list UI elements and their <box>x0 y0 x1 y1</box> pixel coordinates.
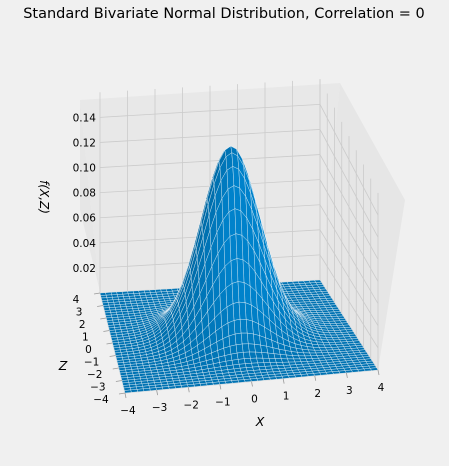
right-pane <box>320 83 405 370</box>
left-pane <box>80 100 125 393</box>
surface-patch <box>231 359 240 366</box>
z-tick-mark <box>97 305 104 307</box>
z-tick-label: −4 <box>93 394 109 406</box>
x-tick-mark <box>314 375 317 381</box>
f-tick-label: 0.10 <box>73 163 96 175</box>
x-tick-label: −1 <box>215 396 230 408</box>
z-tick-mark <box>112 367 119 370</box>
z-tick-mark <box>106 342 113 345</box>
surface-patch <box>369 367 379 371</box>
surface-patch <box>205 382 214 386</box>
x-tick-mark <box>124 392 127 399</box>
surface-patch <box>174 385 183 389</box>
z-tick-mark <box>93 292 101 295</box>
x-tick-mark <box>282 378 285 384</box>
z-tick-label: 1 <box>82 332 89 344</box>
x-tick-label: −2 <box>184 399 199 411</box>
x-tick-mark <box>187 387 190 393</box>
z-tick-label: −3 <box>90 382 105 394</box>
surface-patch <box>224 353 233 362</box>
surface-patch <box>199 382 208 387</box>
surface-patch <box>180 384 189 389</box>
surface-patch <box>229 344 238 355</box>
x-tick-label: 1 <box>283 391 290 403</box>
surface-patch <box>237 379 246 383</box>
surface-patch <box>242 351 251 359</box>
z-tick-label: −2 <box>87 369 102 381</box>
surface-patch <box>228 333 237 347</box>
x-tick-label: 3 <box>346 385 353 397</box>
x-tick-mark <box>251 381 253 387</box>
surface-patch <box>227 320 236 337</box>
z-tick-label: 0 <box>85 344 92 356</box>
surface-patch <box>223 346 232 356</box>
x-tick-mark <box>219 384 222 390</box>
surface-patch <box>231 379 240 384</box>
surface-patch <box>155 386 164 391</box>
x-axis-label: X <box>255 414 265 429</box>
surface-patch <box>143 387 151 392</box>
surface-patch <box>226 303 235 324</box>
surface-patch <box>235 343 244 354</box>
x-tick-label: −4 <box>120 405 136 417</box>
z-tick-mark <box>115 380 122 382</box>
surface-patch <box>256 377 265 382</box>
surface-patch <box>187 383 195 388</box>
surface-patch <box>212 381 221 386</box>
x-tick-label: −3 <box>152 402 167 414</box>
f-tick-label: 0.08 <box>73 188 96 200</box>
surface-patch <box>233 318 242 335</box>
z-tick-label: 4 <box>73 294 80 306</box>
surface-patch <box>130 389 138 393</box>
f-tick-label: 0.02 <box>73 263 96 275</box>
x-tick-label: 2 <box>314 388 321 400</box>
z-tick-mark <box>118 392 126 395</box>
z-tick-mark <box>109 355 116 357</box>
surface-patch <box>124 389 132 394</box>
x-tick-mark <box>156 390 159 396</box>
x-tick-label: 4 <box>378 382 385 394</box>
f-tick-label: 0.12 <box>73 137 96 149</box>
x-tick-label: 0 <box>251 394 258 406</box>
f-tick-label: 0.06 <box>73 213 97 225</box>
surface-patch <box>168 385 176 390</box>
surface-patch <box>218 381 227 385</box>
surface-patch <box>161 386 170 390</box>
surface-patch <box>193 383 202 387</box>
axis-ticks: −4 −3 −2 −1 0 1 2 3 4−4−3−2−1012340.020.040.060.… <box>73 112 385 417</box>
f-axis-label: f(X,Z) <box>37 180 51 214</box>
f-tick-label: 0.04 <box>73 238 97 250</box>
z-tick-label: 3 <box>76 307 83 319</box>
surface-patch <box>230 352 239 361</box>
z-axis-label: Z <box>58 358 68 373</box>
surface-patch <box>245 362 253 368</box>
x-tick-mark <box>345 372 348 378</box>
surface-patch <box>243 378 252 383</box>
z-tick-label: 2 <box>79 319 86 331</box>
z-tick-mark <box>103 330 110 332</box>
z-tick-mark <box>100 317 107 320</box>
x-tick-mark <box>377 369 380 376</box>
chart-title: Standard Bivariate Normal Distribution, … <box>23 6 425 22</box>
z-tick-label: −1 <box>84 357 99 369</box>
surface-patch <box>149 387 157 391</box>
surface-mesh <box>99 145 379 394</box>
f-tick-label: 0.14 <box>73 112 97 124</box>
surface-patch <box>136 388 145 393</box>
surface-patch <box>250 378 259 382</box>
surface-patch <box>224 380 233 385</box>
surface-patch <box>225 283 234 308</box>
